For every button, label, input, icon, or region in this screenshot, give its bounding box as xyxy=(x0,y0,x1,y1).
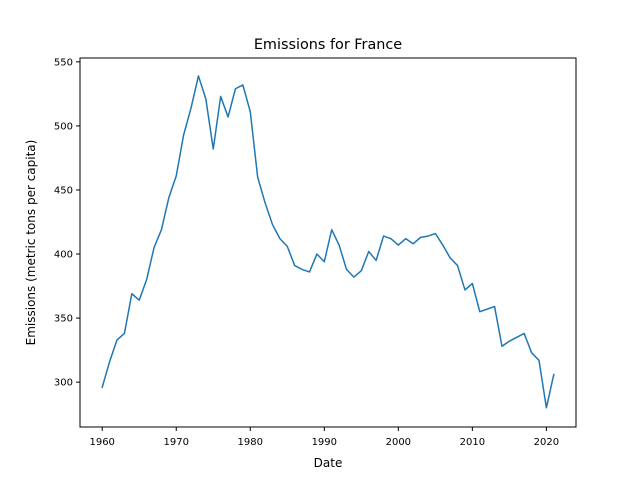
data-point xyxy=(420,237,422,239)
data-point xyxy=(368,251,370,253)
data-point xyxy=(398,244,400,246)
data-point xyxy=(183,134,185,136)
data-point xyxy=(235,88,237,90)
data-point xyxy=(161,229,163,231)
x-tick-label: 2020 xyxy=(534,437,559,448)
x-tick-label: 1960 xyxy=(89,437,114,448)
data-point xyxy=(198,75,200,77)
data-point xyxy=(479,311,481,313)
data-point xyxy=(279,238,281,240)
data-point xyxy=(168,197,170,199)
x-tick-label: 2000 xyxy=(386,437,411,448)
data-point xyxy=(316,253,318,255)
data-point xyxy=(375,260,377,262)
data-point xyxy=(435,233,437,235)
data-point xyxy=(138,299,140,301)
data-point xyxy=(353,276,355,278)
data-point xyxy=(301,269,303,271)
data-point xyxy=(213,148,215,150)
data-point xyxy=(153,247,155,249)
data-point xyxy=(294,265,296,267)
y-axis-label: Emissions (metric tons per capita) xyxy=(24,140,38,346)
data-point xyxy=(346,269,348,271)
data-point xyxy=(124,333,126,335)
data-point xyxy=(449,257,451,259)
data-point xyxy=(109,361,111,363)
data-point xyxy=(101,387,103,389)
series-layer xyxy=(101,75,555,409)
data-point xyxy=(287,246,289,248)
data-point xyxy=(175,175,177,177)
x-tick-label: 1970 xyxy=(164,437,189,448)
plot-frame xyxy=(79,57,577,428)
data-point xyxy=(538,360,540,362)
data-point xyxy=(190,107,192,109)
y-tick-label: 400 xyxy=(54,250,73,261)
y-axis: 300 350 400 450 500 550 xyxy=(54,57,80,389)
plot-area xyxy=(79,57,577,428)
data-point xyxy=(257,176,259,178)
series-line-0 xyxy=(101,75,555,409)
data-point xyxy=(272,224,274,226)
data-point xyxy=(324,261,326,263)
data-point xyxy=(553,374,555,376)
data-point xyxy=(331,229,333,231)
data-point xyxy=(494,306,496,308)
data-point xyxy=(472,283,474,285)
y-tick-label: 500 xyxy=(54,121,73,132)
data-point xyxy=(509,340,511,342)
data-point xyxy=(131,293,133,295)
data-point xyxy=(442,244,444,246)
data-point xyxy=(361,270,363,272)
x-tick-label: 1980 xyxy=(238,437,263,448)
data-point xyxy=(309,271,311,273)
x-tick-label: 1990 xyxy=(312,437,337,448)
data-point xyxy=(146,279,148,281)
x-axis-label: Date xyxy=(314,456,343,470)
data-point xyxy=(501,346,503,348)
data-point xyxy=(546,407,548,409)
data-point xyxy=(220,96,222,98)
data-point xyxy=(116,339,118,341)
data-point xyxy=(486,308,488,310)
data-point xyxy=(205,98,207,100)
data-point xyxy=(457,265,459,267)
data-point xyxy=(242,84,244,86)
data-point xyxy=(405,238,407,240)
data-point xyxy=(427,235,429,237)
data-point xyxy=(338,244,340,246)
data-point xyxy=(250,111,252,113)
data-point xyxy=(464,289,466,291)
chart-title: Emissions for France xyxy=(254,37,402,53)
data-point xyxy=(264,202,266,204)
data-point xyxy=(412,243,414,245)
data-point xyxy=(390,238,392,240)
x-axis: 1960 1970 1980 1990 2000 2010 2020 xyxy=(89,427,559,448)
data-point xyxy=(516,337,518,339)
data-point xyxy=(523,333,525,335)
y-tick-label: 550 xyxy=(54,57,73,68)
y-tick-label: 350 xyxy=(54,314,73,325)
data-point xyxy=(383,235,385,237)
data-point xyxy=(531,352,533,354)
x-tick-label: 2010 xyxy=(460,437,485,448)
y-tick-label: 300 xyxy=(54,378,73,389)
y-tick-label: 450 xyxy=(54,185,73,196)
data-point xyxy=(227,116,229,118)
